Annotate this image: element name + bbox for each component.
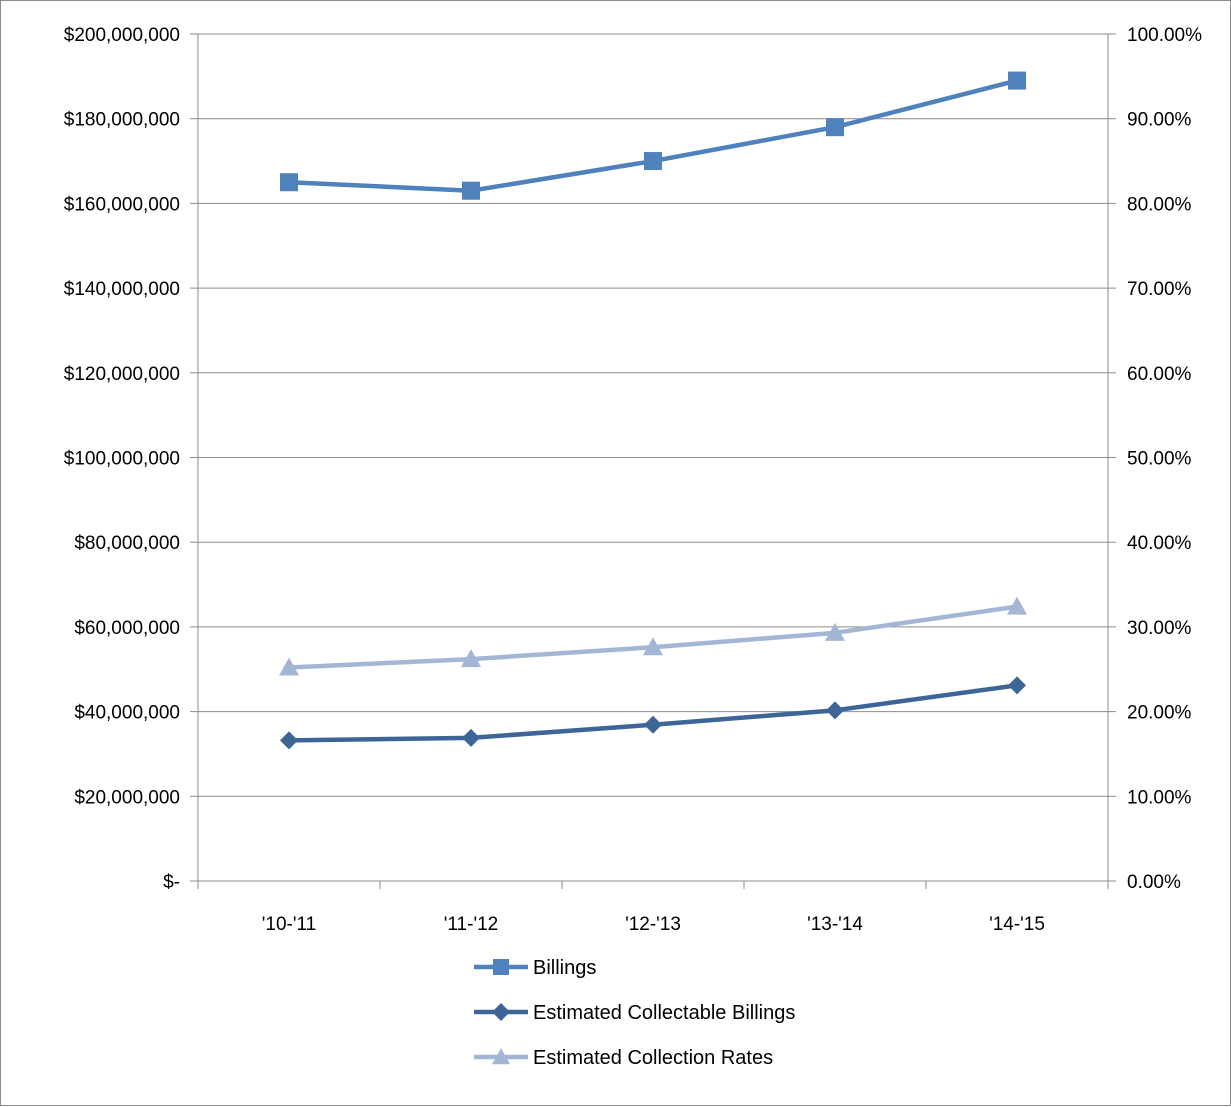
diamond-marker bbox=[280, 731, 298, 750]
right-axis-tick-label: 20.00% bbox=[1127, 703, 1192, 724]
left-axis-tick-label: $20,000,000 bbox=[74, 787, 180, 808]
x-axis-tick-label: '14-'15 bbox=[989, 914, 1045, 935]
legend-entry: Estimated Collectable Billings bbox=[474, 1002, 795, 1024]
series-billings bbox=[280, 71, 1026, 200]
series-line bbox=[288, 78, 1018, 193]
diamond-marker bbox=[826, 701, 844, 720]
axes bbox=[190, 33, 1116, 889]
right-axis-tick-label: 70.00% bbox=[1127, 279, 1192, 300]
right-axis-tick-label: 30.00% bbox=[1127, 618, 1192, 639]
gridlines bbox=[198, 33, 1108, 797]
right-axis-tick-label: 10.00% bbox=[1127, 787, 1192, 808]
right-axis-tick-label: 60.00% bbox=[1127, 364, 1192, 385]
right-axis-tick-label: 90.00% bbox=[1127, 110, 1192, 131]
right-axis-tick-label: 100.00% bbox=[1127, 25, 1202, 46]
triangle-marker bbox=[825, 622, 845, 641]
square-marker bbox=[826, 118, 844, 137]
left-axis-tick-label: $180,000,000 bbox=[64, 110, 180, 131]
legend-label: Estimated Collection Rates bbox=[533, 1047, 773, 1069]
x-axis-tick-label: '11-'12 bbox=[444, 914, 498, 935]
square-marker bbox=[1008, 71, 1026, 90]
legend-label: Billings bbox=[533, 957, 596, 979]
triangle-marker bbox=[279, 657, 299, 676]
legend-entry: Billings bbox=[474, 957, 596, 979]
diamond-marker bbox=[492, 1003, 510, 1021]
left-axis-tick-label: $160,000,000 bbox=[64, 194, 180, 215]
left-axis-tick-label: $140,000,000 bbox=[64, 279, 180, 300]
right-axis-tick-label: 40.00% bbox=[1127, 533, 1192, 554]
square-marker bbox=[462, 181, 480, 200]
triangle-marker bbox=[461, 649, 481, 668]
square-marker bbox=[644, 152, 662, 171]
triangle-marker bbox=[1007, 596, 1027, 615]
legend-label: Estimated Collectable Billings bbox=[533, 1002, 795, 1024]
diamond-marker bbox=[1008, 676, 1026, 695]
left-axis-tick-label: $40,000,000 bbox=[74, 703, 180, 724]
left-axis-tick-label: $80,000,000 bbox=[74, 533, 180, 554]
x-axis-tick-labels: '10-'11 '11-'12 '12-'13 '13-'14 '14-'15 bbox=[262, 914, 1045, 935]
triangle-marker bbox=[643, 637, 663, 656]
left-axis-tick-labels: $- $20,000,000 $40,000,000 $60,000,000 $80,0… bbox=[64, 25, 180, 893]
x-axis-tick-label: '10-'11 bbox=[262, 914, 316, 935]
left-axis-tick-label: $120,000,000 bbox=[64, 364, 180, 385]
right-axis-tick-label: 50.00% bbox=[1127, 449, 1192, 470]
left-axis-tick-label: $100,000,000 bbox=[64, 449, 180, 470]
legend: Billings Estimated Collectable Billings Es… bbox=[474, 957, 795, 1069]
square-marker bbox=[493, 959, 509, 975]
series-lines bbox=[279, 71, 1027, 750]
left-axis-tick-label: $60,000,000 bbox=[74, 618, 180, 639]
series-estimated-collectable-billings bbox=[280, 676, 1026, 750]
right-axis-tick-labels: 0.00% 10.00% 20.00% 30.00% 40.00% 50.00% 60.00… bbox=[1127, 25, 1202, 893]
right-axis-tick-label: 0.00% bbox=[1127, 872, 1181, 893]
square-marker bbox=[280, 173, 298, 192]
left-axis-tick-label: $200,000,000 bbox=[64, 25, 180, 46]
series-estimated-collection-rates bbox=[279, 596, 1027, 676]
x-axis-tick-label: '12-'13 bbox=[625, 914, 681, 935]
series-line bbox=[288, 604, 1018, 670]
left-axis-tick-label: $- bbox=[163, 872, 180, 893]
x-axis-tick-label: '13-'14 bbox=[807, 914, 863, 935]
legend-entry: Estimated Collection Rates bbox=[474, 1047, 773, 1069]
diamond-marker bbox=[644, 715, 662, 734]
diamond-marker bbox=[462, 728, 480, 747]
triangle-marker bbox=[492, 1048, 510, 1065]
right-axis-tick-label: 80.00% bbox=[1127, 194, 1192, 215]
